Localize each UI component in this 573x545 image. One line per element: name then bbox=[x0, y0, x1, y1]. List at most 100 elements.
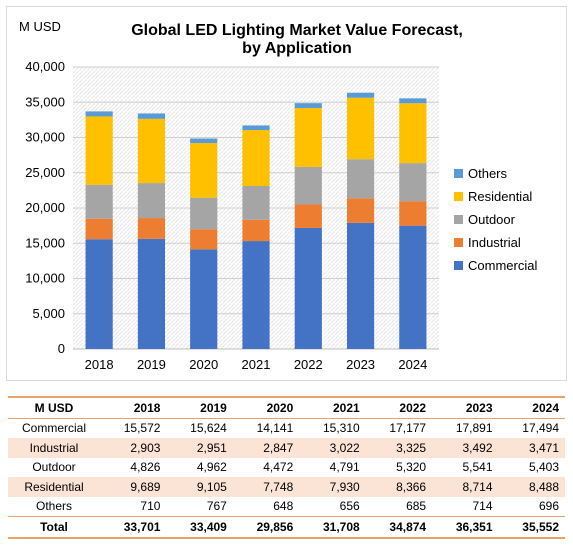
bar-segment-industrial bbox=[85, 218, 113, 240]
table-cell: 8,366 bbox=[365, 477, 433, 497]
y-tick-label: 15,000 bbox=[25, 235, 65, 250]
chart-panel: 0 5,000 10,000 15,000 20,000 25,000 30,000 35,0… bbox=[6, 6, 567, 381]
table-row: Outdoor 4,826 4,962 4,472 4,791 5,320 5,… bbox=[8, 458, 565, 478]
table-cell: 5,320 bbox=[396, 460, 427, 475]
bar-segment-outdoor bbox=[242, 185, 270, 220]
table-cell: 15,572 bbox=[123, 421, 161, 436]
table-cell: 7,930 bbox=[299, 477, 366, 497]
table-cell: 14,141 bbox=[256, 421, 294, 436]
table-cell: 7,748 bbox=[232, 477, 300, 497]
stacked-bar-chart: 0 5,000 10,000 15,000 20,000 25,000 30,000 35,0… bbox=[25, 59, 537, 372]
table-header-cell: 2024 bbox=[498, 396, 565, 419]
chart-title-line-2: by Application bbox=[242, 40, 352, 57]
table-cell: 4,826 bbox=[130, 460, 161, 475]
bar-segment-residential bbox=[294, 107, 322, 167]
table-cell: 5,403 bbox=[528, 460, 559, 475]
table-total-cell: 33,409 bbox=[166, 516, 233, 539]
bar-segment-residential bbox=[242, 130, 270, 186]
table-total-cell: 33,701 bbox=[100, 516, 167, 539]
y-tick-label: 25,000 bbox=[25, 165, 65, 180]
bar-segment-commercial bbox=[190, 249, 218, 349]
bar-segment-commercial bbox=[346, 222, 375, 349]
bar-segment-outdoor bbox=[190, 197, 218, 230]
bar-segment-industrial bbox=[294, 204, 322, 228]
bar-segment-others bbox=[85, 111, 113, 117]
data-table: M USD 2018 2019 2020 2021 2022 2023 2024… bbox=[8, 396, 565, 539]
x-tick-label: 2023 bbox=[346, 357, 375, 372]
table-header-cell: M USD bbox=[8, 396, 100, 419]
bar-segment-residential bbox=[190, 143, 218, 198]
legend-label: Industrial bbox=[468, 235, 521, 250]
table-total-cell: Total bbox=[8, 516, 100, 539]
legend-label: Outdoor bbox=[468, 212, 516, 227]
table-cell: 4,962 bbox=[196, 460, 227, 475]
table-cell: 17,494 bbox=[522, 421, 559, 436]
table-cell: 767 bbox=[206, 499, 227, 514]
bar-segment-industrial bbox=[242, 219, 270, 242]
x-tick-label: 2022 bbox=[294, 357, 323, 372]
y-tick-label: 30,000 bbox=[25, 130, 65, 145]
table-cell: 3,492 bbox=[432, 438, 499, 458]
table-cell: 5,541 bbox=[462, 460, 493, 475]
y-tick-label: 40,000 bbox=[25, 59, 65, 74]
bar-segment-residential bbox=[85, 116, 113, 185]
legend-label: Residential bbox=[468, 189, 532, 204]
bar-segment-industrial bbox=[137, 218, 166, 239]
bar-segment-outdoor bbox=[399, 163, 427, 202]
table-cell: 9,689 bbox=[100, 477, 167, 497]
bar-segment-outdoor bbox=[294, 166, 322, 205]
table-row: Residential 9,689 9,105 7,748 7,930 8,36… bbox=[8, 477, 565, 497]
table-cell: Industrial bbox=[8, 438, 100, 458]
bar-segment-others bbox=[294, 103, 322, 108]
table-cell: 696 bbox=[538, 499, 559, 514]
table-total-cell: 35,552 bbox=[498, 516, 565, 539]
table-cell: Others bbox=[35, 499, 72, 514]
table-cell: Residential bbox=[8, 477, 100, 497]
bar-segment-residential bbox=[346, 97, 375, 160]
table-cell: 685 bbox=[406, 499, 427, 514]
legend-swatch bbox=[454, 238, 463, 247]
bar-segment-industrial bbox=[346, 198, 375, 223]
x-tick-label: 2019 bbox=[137, 357, 166, 372]
x-tick-label: 2020 bbox=[189, 357, 218, 372]
table-cell: 656 bbox=[339, 499, 360, 514]
legend-label: Others bbox=[468, 166, 508, 181]
bar-segment-others bbox=[399, 98, 427, 104]
legend-label: Commercial bbox=[468, 258, 537, 273]
table-cell: Outdoor bbox=[32, 460, 76, 475]
bar-segment-others bbox=[190, 138, 218, 144]
table-header-cell: 2018 bbox=[100, 396, 167, 419]
table-cell: 2,847 bbox=[232, 438, 300, 458]
y-tick-label: 10,000 bbox=[25, 271, 65, 286]
table-cell: Commercial bbox=[21, 421, 86, 436]
bar-segment-commercial bbox=[137, 238, 166, 349]
bar-segment-commercial bbox=[85, 239, 113, 349]
bar-segment-others bbox=[346, 92, 375, 98]
bar-segment-commercial bbox=[294, 227, 322, 349]
table-cell: 17,891 bbox=[455, 421, 493, 436]
x-tick-label: 2024 bbox=[398, 357, 427, 372]
table-cell: 17,177 bbox=[389, 421, 427, 436]
table-row: Industrial 2,903 2,951 2,847 3,022 3,325… bbox=[8, 438, 565, 458]
table-total-row: Total 33,701 33,409 29,856 31,708 34,874… bbox=[8, 516, 565, 539]
y-tick-label: 5,000 bbox=[32, 306, 65, 321]
table-cell: 648 bbox=[273, 499, 294, 514]
table-cell: 714 bbox=[472, 499, 493, 514]
bar-segment-others bbox=[137, 113, 166, 119]
bar-segment-industrial bbox=[399, 201, 427, 226]
table-cell: 4,472 bbox=[263, 460, 294, 475]
y-tick-label: 35,000 bbox=[25, 94, 65, 109]
table-header-cell: 2020 bbox=[232, 396, 300, 419]
table-header-cell: 2019 bbox=[166, 396, 233, 419]
legend-swatch bbox=[454, 192, 463, 201]
table-cell: 8,488 bbox=[498, 477, 565, 497]
table-header-row: M USD 2018 2019 2020 2021 2022 2023 2024 bbox=[8, 396, 565, 419]
table-cell: 15,310 bbox=[322, 421, 360, 436]
bar-segment-commercial bbox=[399, 225, 427, 349]
table-total-cell: 34,874 bbox=[365, 516, 433, 539]
bar-segment-residential bbox=[137, 118, 166, 184]
table-cell: 8,714 bbox=[432, 477, 499, 497]
bar-segment-outdoor bbox=[137, 183, 166, 219]
table-cell: 4,791 bbox=[329, 460, 360, 475]
table-cell: 710 bbox=[140, 499, 161, 514]
